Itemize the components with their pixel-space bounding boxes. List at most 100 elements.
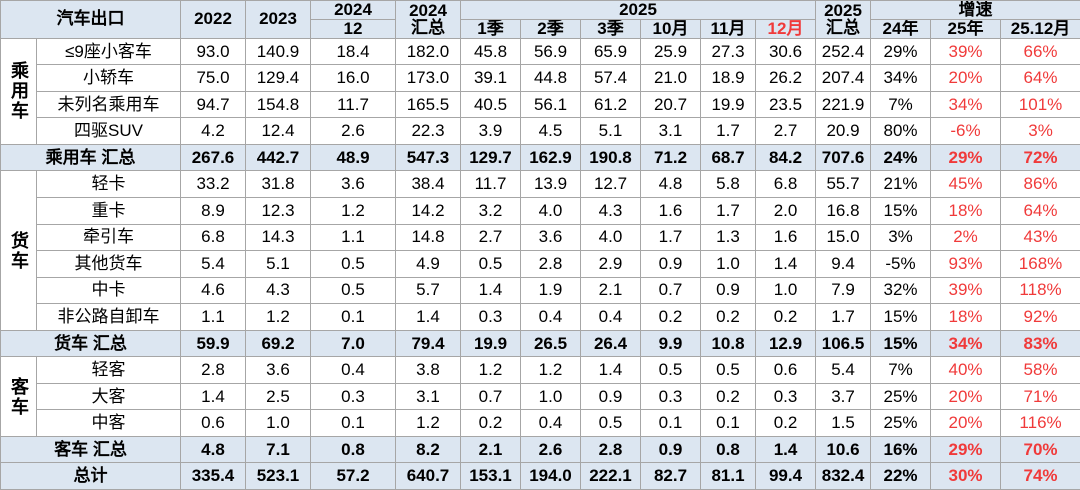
data-cell: 29%	[930, 143, 1002, 172]
data-cell: 27.3	[700, 37, 756, 66]
data-cell: 18.4	[310, 37, 396, 66]
row-label: 中客	[36, 409, 181, 437]
data-cell: 0.2	[754, 409, 817, 437]
data-cell: 0.9	[700, 276, 756, 305]
data-cell: 80%	[870, 117, 932, 145]
data-cell: 442.7	[245, 143, 311, 172]
data-cell: 1.7	[700, 196, 756, 225]
data-cell: 7%	[870, 90, 932, 119]
data-row: 其他货车 5.4 5.1 0.5 4.9 0.5 2.8 2.9 0.9 1.0 1.4 9.4 -5%…	[1, 250, 1080, 278]
data-cell: 1.0	[700, 250, 756, 278]
data-cell: 8.2	[395, 435, 461, 464]
data-cell: 81.1	[700, 462, 756, 490]
row-label: 总计	[0, 462, 181, 490]
data-cell: 0.7	[640, 276, 701, 305]
data-cell: 1.4	[460, 276, 521, 305]
data-cell: 0.1	[310, 303, 396, 331]
data-cell: 182.0	[395, 37, 461, 66]
header-cell: 3季	[580, 18, 641, 39]
data-cell: 21.0	[640, 64, 701, 92]
data-row: 重卡 8.9 12.3 1.2 14.2 3.2 4.0 4.3 1.6 1.7 2.0 16.8 15…	[1, 196, 1080, 225]
data-cell: 1.9	[520, 276, 581, 305]
data-row: 牵引车 6.8 14.3 1.1 14.8 2.7 3.6 4.0 1.7 1.3 1.6 15.0 3…	[1, 223, 1080, 252]
data-cell: 83%	[1000, 329, 1080, 358]
data-cell: 1.0	[520, 382, 581, 411]
data-cell: 165.5	[395, 90, 461, 119]
data-cell: 168%	[1000, 250, 1080, 278]
data-cell: 118%	[1000, 276, 1080, 305]
data-cell: 0.5	[460, 250, 521, 278]
data-cell: 8.9	[180, 196, 246, 225]
data-cell: 2.1	[460, 435, 521, 464]
data-cell: 18%	[930, 196, 1002, 225]
data-cell: 129.4	[245, 64, 311, 92]
data-row: 大客 1.4 2.5 0.3 3.1 0.7 1.0 0.9 0.3 0.2 0.3 3.7 25% 20…	[1, 382, 1080, 411]
data-cell: 173.0	[395, 64, 461, 92]
data-cell: 5.8	[700, 170, 756, 198]
data-cell: 7.0	[310, 329, 396, 358]
total-row: 货车 汇总 59.9 69.2 7.0 79.4 19.9 26.5 26.4 9.9 10.8 1…	[0, 329, 1080, 358]
row-label: 轻卡	[36, 170, 181, 198]
data-cell: 1.6	[754, 223, 817, 252]
row-label: 小轿车	[36, 64, 181, 92]
data-cell: 1.0	[245, 409, 311, 437]
data-cell: 4.3	[245, 276, 311, 305]
header-cell: 2025	[459, 0, 817, 20]
data-cell: 3.8	[395, 356, 461, 384]
data-cell: 26.5	[520, 329, 581, 358]
data-cell: 11.7	[310, 90, 396, 119]
data-cell: 55.7	[815, 170, 872, 198]
data-cell: 3%	[1000, 117, 1080, 145]
data-cell: 56.9	[520, 37, 581, 66]
header-cell: 24年	[870, 18, 932, 39]
data-cell: 523.1	[245, 462, 311, 490]
data-cell: 0.1	[640, 409, 701, 437]
data-cell: 1.2	[520, 356, 581, 384]
data-cell: 190.8	[580, 143, 641, 172]
header-cell: 12	[310, 18, 396, 39]
table-header: 汽车出口 2022 2023 2024 2024 汇总 2025 2025 汇总 增速 12 1季…	[0, 0, 1080, 39]
data-cell: 1.0	[754, 276, 817, 305]
data-row: 四驱SUV 4.2 12.4 2.6 22.3 3.9 4.5 5.1 3.1 1.7 2.7 20.…	[1, 117, 1080, 145]
group-label: 乘用车	[0, 37, 37, 145]
data-cell: 39%	[930, 276, 1002, 305]
data-cell: 5.1	[580, 117, 641, 145]
data-cell: 56.1	[520, 90, 581, 119]
data-cell: 29%	[870, 37, 932, 66]
data-cell: 5.4	[180, 250, 246, 278]
data-cell: 252.4	[815, 37, 872, 66]
data-cell: 2.8	[180, 356, 246, 384]
total-row: 客车 汇总 4.8 7.1 0.8 8.2 2.1 2.6 2.8 0.9 0.8 1.4 10.6 1…	[0, 435, 1080, 464]
data-cell: 1.4	[754, 435, 817, 464]
data-cell: 1.3	[700, 223, 756, 252]
data-cell: 26.2	[754, 64, 817, 92]
header-cell: 25.12月	[1000, 18, 1080, 39]
data-cell: 0.9	[580, 382, 641, 411]
data-cell: 3.6	[520, 223, 581, 252]
data-cell: 43%	[1000, 223, 1080, 252]
data-cell: 2.8	[580, 435, 641, 464]
data-cell: 707.6	[815, 143, 872, 172]
data-row: 中卡 4.6 4.3 0.5 5.7 1.4 1.9 2.1 0.7 0.9 1.0 7.9 32% 39…	[1, 276, 1080, 305]
data-cell: 14.8	[395, 223, 461, 252]
data-cell: 2.7	[460, 223, 521, 252]
data-cell: 129.7	[460, 143, 521, 172]
data-cell: 194.0	[520, 462, 581, 490]
data-cell: 1.2	[460, 356, 521, 384]
data-cell: 4.8	[180, 435, 246, 464]
data-cell: 153.1	[460, 462, 521, 490]
data-cell: -6%	[930, 117, 1002, 145]
data-cell: -5%	[870, 250, 932, 278]
row-label: 牵引车	[36, 223, 181, 252]
row-label: 重卡	[36, 196, 181, 225]
data-cell: 0.6	[180, 409, 246, 437]
data-cell: 18.9	[700, 64, 756, 92]
data-cell: 34%	[930, 329, 1002, 358]
header-cell: 2022	[180, 0, 246, 39]
data-cell: 154.8	[245, 90, 311, 119]
data-cell: 3.1	[395, 382, 461, 411]
data-cell: 20%	[930, 64, 1002, 92]
data-cell: 1.1	[310, 223, 396, 252]
data-cell: 1.4	[395, 303, 461, 331]
